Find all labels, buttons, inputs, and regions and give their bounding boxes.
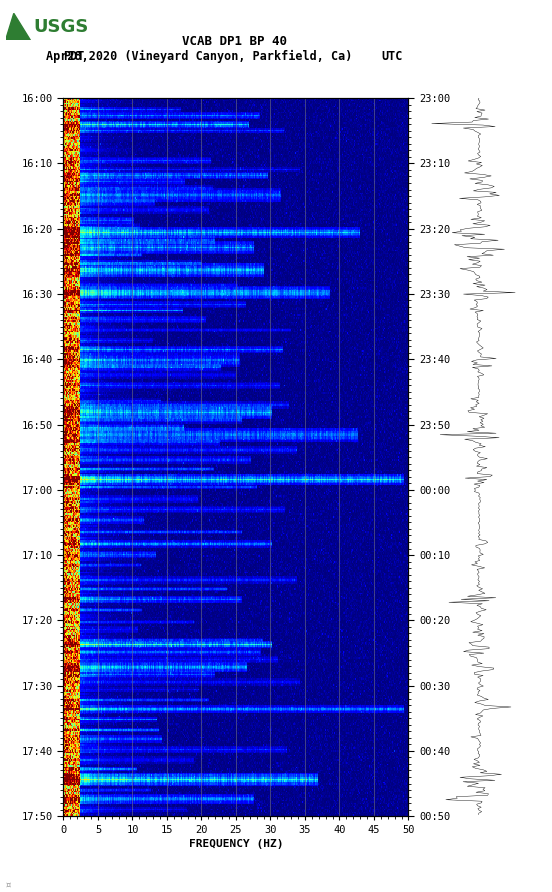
Text: PDT: PDT: [63, 50, 85, 62]
Polygon shape: [6, 13, 30, 40]
X-axis label: FREQUENCY (HZ): FREQUENCY (HZ): [189, 839, 283, 849]
Text: UTC: UTC: [381, 50, 402, 62]
Text: Apr28,2020 (Vineyard Canyon, Parkfield, Ca): Apr28,2020 (Vineyard Canyon, Parkfield, …: [45, 50, 352, 62]
Text: USGS: USGS: [33, 18, 88, 36]
Text: VCAB DP1 BP 40: VCAB DP1 BP 40: [182, 36, 287, 48]
Text: ¤: ¤: [6, 880, 11, 889]
